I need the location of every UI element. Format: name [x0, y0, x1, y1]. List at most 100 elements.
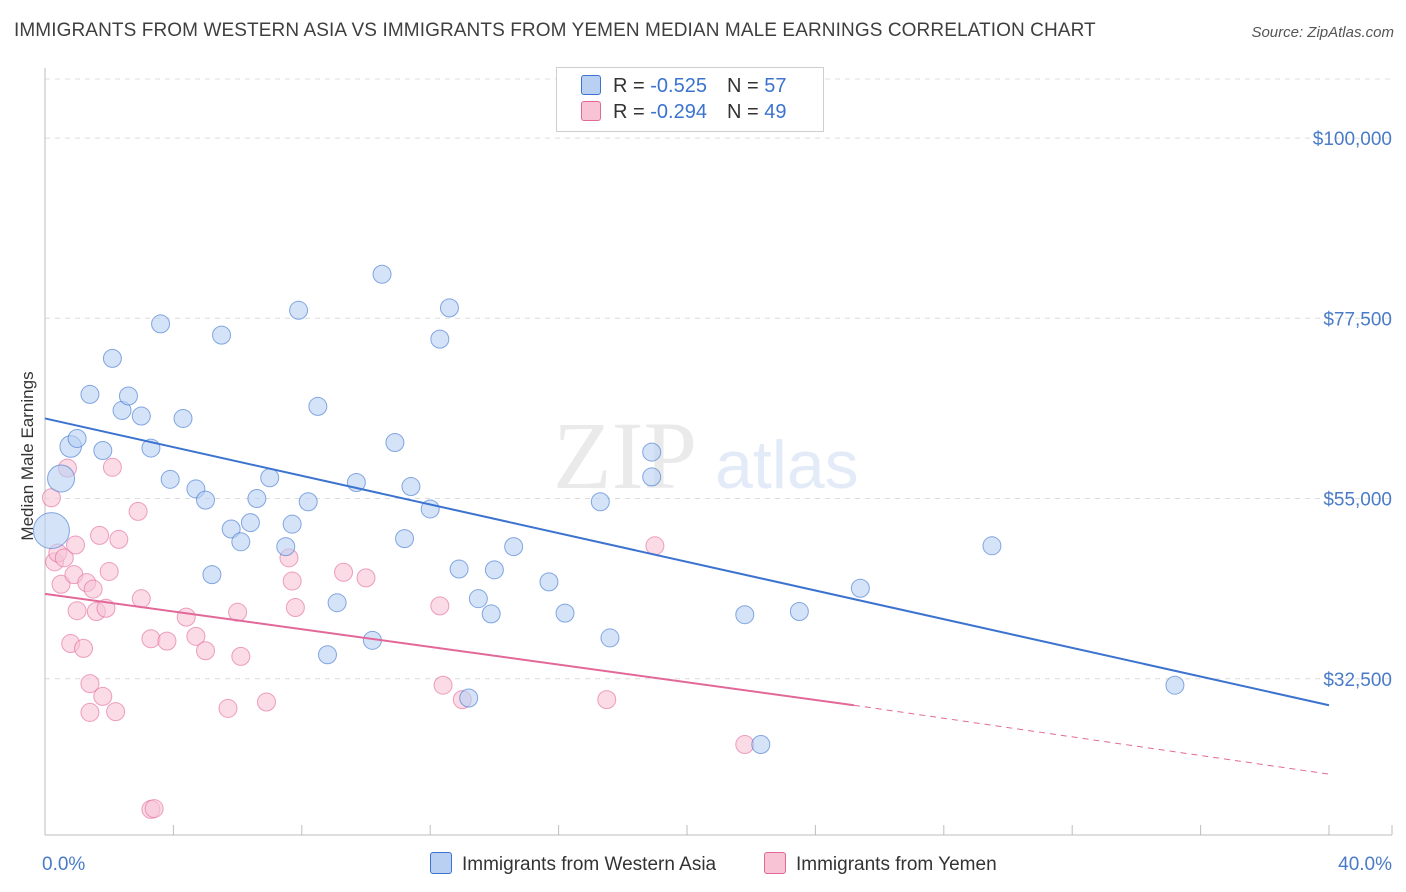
yemen-point	[735, 734, 755, 754]
bottom-legend-western-asia: Immigrants from Western Asia	[430, 852, 716, 876]
yemen-point	[597, 690, 617, 710]
western-asia-point	[173, 408, 193, 428]
western-asia-point	[131, 406, 151, 426]
trend-lines	[44, 417, 1330, 775]
source-label: Source: ZipAtlas.com	[1251, 24, 1394, 41]
western-asia-point	[67, 428, 87, 448]
western-asia-point	[385, 432, 405, 452]
western-asia-point	[590, 492, 610, 512]
western-asia-point	[459, 688, 479, 708]
yemen-point	[99, 561, 119, 581]
watermark-zip: ZIP	[553, 402, 697, 509]
western-asia-swatch	[581, 75, 601, 95]
yemen-point	[51, 574, 71, 594]
yemen-point	[645, 536, 665, 556]
western-asia-point	[401, 477, 421, 497]
yemen-swatch	[581, 101, 601, 121]
yemen-point	[128, 501, 148, 521]
western-asia-point	[789, 602, 809, 621]
western-asia-legend-label: Immigrants from Western Asia	[462, 854, 717, 875]
western-asia-points	[32, 264, 1185, 754]
yemen-point	[93, 686, 113, 706]
r-value: -0.525	[650, 75, 707, 97]
western-asia-trend-line	[44, 417, 1330, 707]
yemen-point	[80, 702, 100, 722]
western-asia-point	[395, 529, 415, 549]
yemen-trend-extension	[853, 704, 1330, 775]
y-tick-label: $100,000	[1313, 129, 1392, 150]
axes	[44, 68, 1393, 836]
western-asia-point	[231, 532, 251, 552]
western-asia-point	[751, 734, 771, 754]
western-asia-point	[118, 386, 138, 406]
yemen-legend-label: Immigrants from Yemen	[796, 854, 997, 875]
yemen-trend-line	[44, 592, 855, 707]
r-label: R =	[613, 75, 651, 97]
y-tick-label: $32,500	[1323, 670, 1392, 691]
yemen-point	[90, 525, 110, 545]
western-asia-point	[80, 384, 100, 404]
chart-title: IMMIGRANTS FROM WESTERN ASIA VS IMMIGRAN…	[14, 20, 1096, 41]
western-asia-point	[93, 440, 113, 460]
western-asia-point	[484, 560, 504, 580]
legend-row-western-asia: R = -0.525 N = 57	[581, 75, 786, 101]
yemen-point	[106, 702, 126, 722]
x-tick-label-max: 40.0%	[1338, 854, 1392, 875]
western-asia-legend-swatch	[430, 852, 452, 874]
western-asia-point	[202, 565, 222, 585]
western-asia-point	[468, 589, 488, 609]
western-asia-point	[642, 467, 662, 487]
western-asia-point	[247, 489, 267, 509]
x-tick-label-min: 0.0%	[42, 854, 85, 875]
western-asia-point	[151, 314, 171, 334]
yemen-point	[131, 589, 151, 609]
western-asia-point	[221, 519, 241, 539]
western-asia-point	[308, 396, 328, 416]
yemen-point	[256, 692, 276, 712]
yemen-point	[334, 562, 354, 582]
western-asia-point	[212, 325, 232, 345]
yemen-point	[102, 457, 122, 477]
yemen-points	[41, 457, 755, 819]
y-tick-label: $77,500	[1323, 309, 1392, 330]
yemen-point	[157, 631, 177, 651]
yemen-point	[67, 601, 87, 621]
western-asia-point	[555, 603, 575, 623]
western-asia-point	[430, 329, 450, 349]
yemen-legend-swatch	[764, 852, 786, 874]
yemen-point	[80, 674, 100, 694]
legend-row-yemen: R = -0.294 N = 49	[581, 101, 786, 127]
western-asia-point	[327, 593, 347, 613]
yemen-point	[109, 529, 129, 549]
western-asia-point	[539, 572, 559, 592]
western-asia-point	[317, 645, 337, 665]
western-asia-point	[102, 348, 122, 368]
western-asia-point	[260, 468, 280, 488]
yemen-point	[433, 675, 453, 695]
yemen-point	[282, 571, 302, 591]
yemen-point	[74, 638, 94, 658]
gridlines	[45, 78, 1392, 680]
watermark: ZIP atlas	[553, 402, 859, 509]
n-value: 49	[764, 101, 787, 123]
western-asia-point	[160, 469, 180, 489]
western-asia-point	[504, 537, 524, 557]
y-axis-label: Median Male Earnings	[18, 371, 37, 540]
western-asia-point	[196, 490, 215, 510]
yemen-point	[430, 596, 450, 616]
watermark-atlas: atlas	[715, 427, 859, 503]
western-asia-point	[282, 514, 302, 534]
yemen-point	[83, 579, 103, 599]
western-asia-point	[481, 604, 501, 624]
n-label: N =	[726, 101, 765, 123]
n-label: N =	[726, 75, 765, 97]
yemen-point	[176, 607, 196, 627]
western-asia-point	[372, 264, 392, 284]
western-asia-point	[240, 513, 260, 533]
western-asia-point	[439, 298, 459, 318]
yemen-point	[144, 799, 164, 819]
western-asia-point	[289, 300, 309, 320]
yemen-point	[65, 535, 85, 555]
yemen-point	[54, 548, 74, 568]
